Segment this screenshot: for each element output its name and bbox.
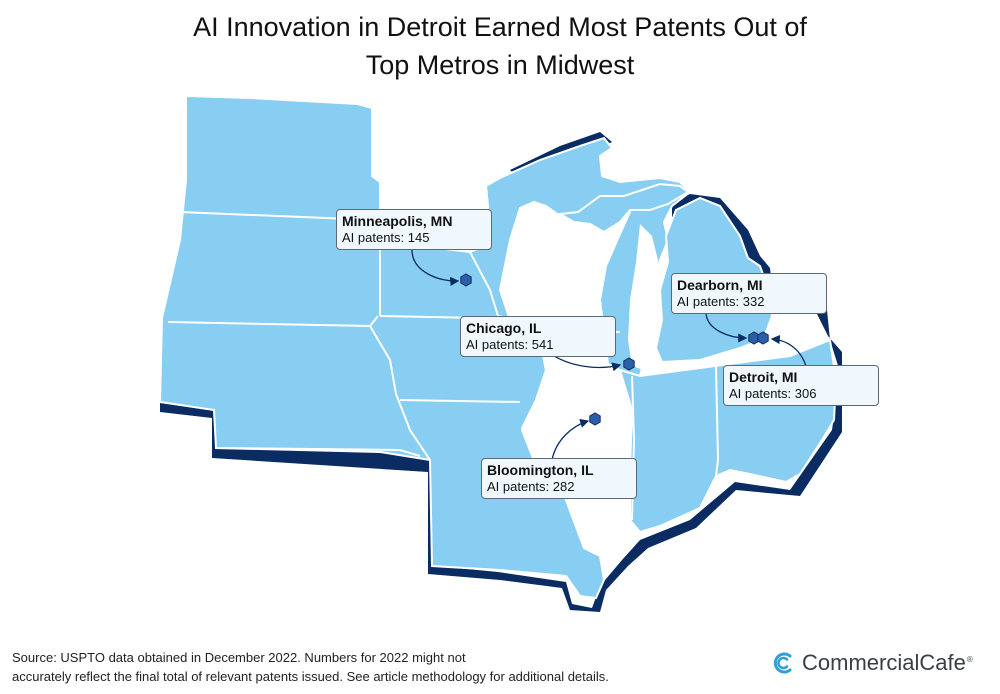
markers — [460, 273, 769, 426]
border-in-oh — [715, 365, 720, 477]
source-note: Source: USPTO data obtained in December … — [12, 648, 712, 686]
callout-city: Detroit, MI — [729, 369, 798, 385]
marker-detroit-icon — [757, 331, 769, 345]
count-value: 282 — [552, 479, 575, 494]
title-line-1: AI Innovation in Detroit Earned Most Pat… — [193, 12, 807, 42]
cc-logo-icon — [773, 652, 792, 674]
connector-detroit — [770, 335, 807, 367]
count-label: AI patents — [342, 230, 408, 245]
page-title: AI Innovation in Detroit Earned Most Pat… — [60, 8, 940, 84]
callout-count: AI patents145 — [342, 230, 484, 246]
marker-minneapolis-icon — [460, 273, 472, 287]
count-value: 332 — [742, 294, 765, 309]
callout-city: Bloomington, IL — [487, 462, 594, 478]
marker-chicago-icon — [623, 357, 635, 371]
connectors — [411, 249, 807, 461]
border-ne-ks — [215, 447, 421, 457]
callout-chicago: Chicago, IL AI patents541 — [460, 316, 616, 357]
callout-city: Dearborn, MI — [677, 277, 763, 293]
count-value: 145 — [407, 230, 430, 245]
brand-name-text: CommercialCafe — [802, 650, 966, 675]
lake-michigan — [628, 224, 658, 370]
michigan-upper — [556, 182, 690, 234]
brand-registered-mark: ® — [966, 654, 973, 664]
count-label: AI patents — [466, 337, 532, 352]
border-ia-mo — [399, 399, 521, 403]
source-line-2: accurately reflect the final total of re… — [12, 669, 609, 684]
callout-count: AI patents332 — [677, 294, 819, 310]
brand-logo: CommercialCafe® — [770, 650, 973, 676]
brand-name: CommercialCafe® — [802, 650, 973, 676]
count-label: AI patents — [677, 294, 743, 309]
callout-count: AI patents282 — [487, 479, 629, 495]
callout-city: Minneapolis, MN — [342, 213, 453, 229]
border-mo-river — [369, 325, 431, 461]
count-label: AI patents — [729, 386, 795, 401]
border-wi-mi — [559, 215, 607, 267]
callout-city: Chicago, IL — [466, 320, 542, 336]
callout-count: AI patents541 — [466, 337, 608, 353]
count-value: 541 — [531, 337, 554, 352]
callout-detroit: Detroit, MI AI patents306 — [723, 365, 879, 406]
marker-bloomington-icon — [589, 412, 601, 426]
count-label: AI patents — [487, 479, 553, 494]
callout-dearborn: Dearborn, MI AI patents332 — [671, 273, 827, 314]
callout-minneapolis: Minneapolis, MN AI patents145 — [336, 209, 492, 250]
connector-bloomington — [551, 418, 590, 461]
midwest-landmass — [158, 94, 692, 600]
callout-bloomington: Bloomington, IL AI patents282 — [481, 458, 637, 499]
callout-count: AI patents306 — [729, 386, 871, 402]
count-value: 306 — [794, 386, 817, 401]
source-line-1: Source: USPTO data obtained in December … — [12, 650, 466, 665]
title-line-2: Top Metros in Midwest — [365, 50, 635, 80]
connector-dearborn — [705, 311, 748, 343]
connector-minneapolis — [411, 249, 460, 286]
